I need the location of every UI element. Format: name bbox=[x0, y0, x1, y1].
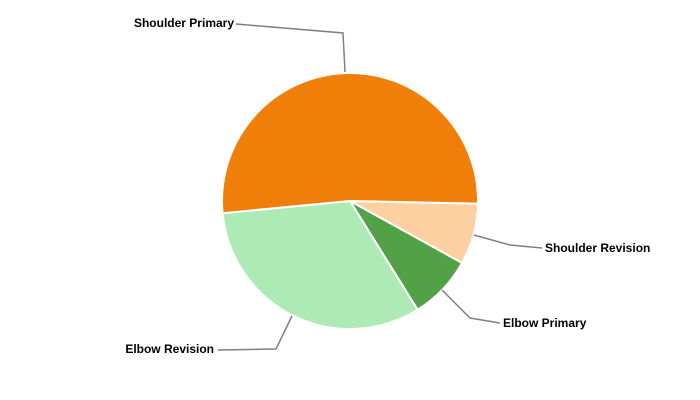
pie-slice-elbow-revision bbox=[221, 199, 419, 330]
slice-label: Shoulder Revision bbox=[545, 241, 650, 255]
slice-label: Elbow Revision bbox=[125, 342, 214, 356]
slice-label: Shoulder Primary bbox=[134, 16, 234, 30]
leader-line bbox=[235, 23, 346, 73]
pie-slice-shoulder-primary bbox=[221, 72, 479, 215]
leader-line bbox=[217, 315, 293, 351]
leader-line bbox=[441, 289, 501, 324]
leader-line bbox=[473, 234, 543, 249]
slice-label: Elbow Primary bbox=[503, 316, 587, 330]
